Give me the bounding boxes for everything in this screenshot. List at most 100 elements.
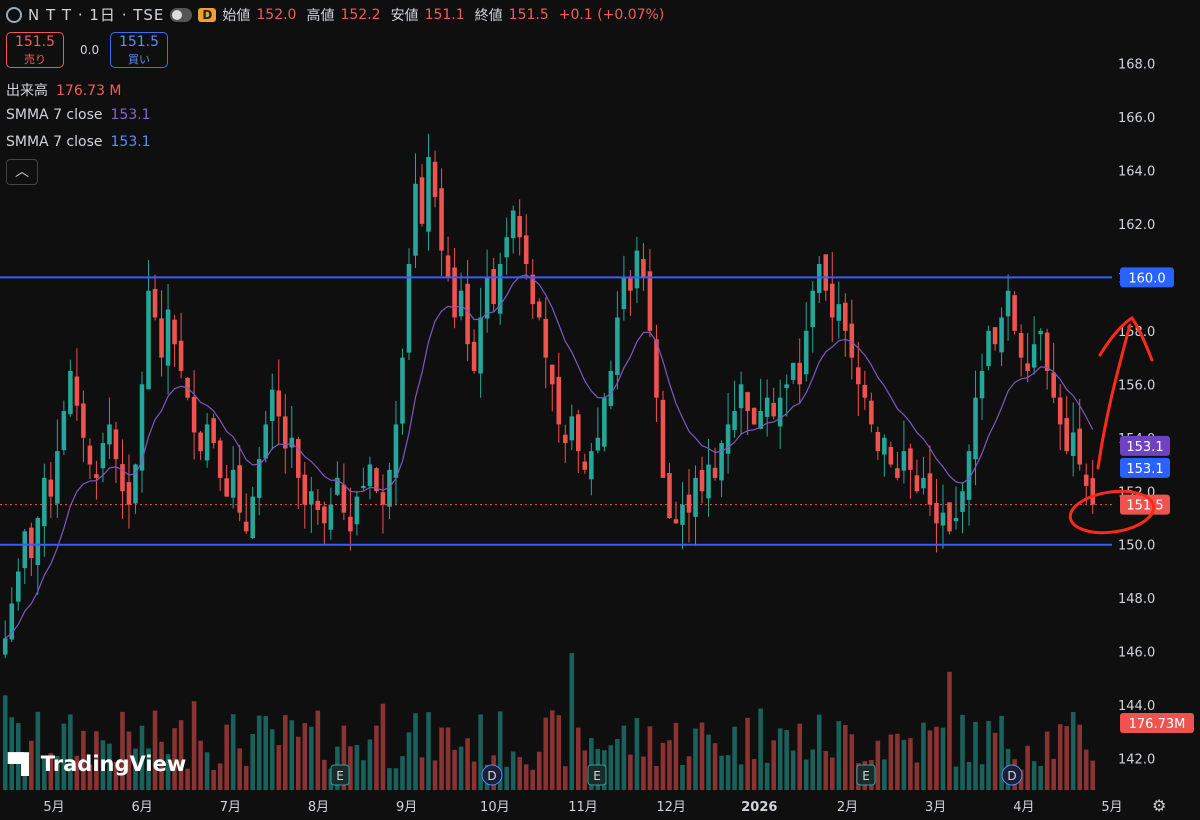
volume-bar <box>465 738 470 790</box>
candle-body <box>133 464 138 504</box>
chart-header: N T T · 1日 · TSE D 始値 152.0 高値 152.2 安値 151… <box>6 4 668 25</box>
volume-bar <box>282 715 288 790</box>
volume-bar <box>803 759 809 790</box>
candle-body <box>296 439 301 478</box>
buy-button[interactable]: 151.5 買い <box>110 32 168 68</box>
gear-icon[interactable]: ⚙ <box>1152 796 1167 815</box>
candle-body <box>712 467 718 478</box>
candle-body <box>439 188 444 251</box>
candle-body <box>341 484 347 513</box>
volume-label: 出来高 <box>6 83 48 99</box>
candle-body <box>289 437 295 448</box>
level-price-label: 160.0 <box>1128 271 1165 286</box>
candle-body <box>1018 333 1024 358</box>
volume-bar <box>250 733 255 790</box>
candle-body <box>504 237 509 258</box>
change-value: +0.1 (+0.07%) <box>558 6 665 23</box>
volume-bar <box>634 718 640 790</box>
x-tick-label: 5月 <box>1101 800 1122 815</box>
volume-bar <box>81 730 86 790</box>
smma-indicator-1[interactable]: SMMA 7 close 153.1 <box>6 107 151 123</box>
x-tick-label: 9月 <box>396 800 417 815</box>
volume-bar <box>543 717 549 790</box>
volume-bar <box>152 710 158 790</box>
volume-bar <box>243 765 249 790</box>
candle-body <box>471 341 477 371</box>
candle-body <box>582 461 588 470</box>
candle-body <box>354 496 360 525</box>
x-tick-label: 7月 <box>220 800 241 815</box>
volume-bar <box>823 751 829 790</box>
candle-body <box>159 318 164 358</box>
volume-bar <box>875 740 881 790</box>
candle-body <box>74 376 80 406</box>
smma2-value: 153.1 <box>110 134 151 150</box>
smma2-label: SMMA 7 close <box>6 134 103 150</box>
candle-body <box>523 235 529 264</box>
candle-body <box>178 340 184 371</box>
symbol-title[interactable]: N T T · 1日 · TSE <box>28 6 165 24</box>
candle-body <box>660 399 666 478</box>
volume-bar <box>673 722 679 790</box>
candle-body <box>374 468 379 492</box>
volume-bar <box>348 746 353 790</box>
volume-bar <box>576 727 581 790</box>
candle-body <box>517 216 522 238</box>
volume-bar <box>966 761 972 790</box>
volume-bar <box>256 715 262 790</box>
volume-bar <box>849 734 855 790</box>
candle-body <box>335 477 340 495</box>
smma1-price-tag <box>1120 435 1170 456</box>
volume-bar <box>2 695 8 790</box>
earnings-marker-icon <box>587 764 607 786</box>
volume-bar <box>296 736 301 790</box>
sell-button[interactable]: 151.5 売り <box>6 32 64 68</box>
volume-bar <box>953 766 959 790</box>
volume-bar <box>1025 745 1030 790</box>
candle-body <box>628 278 633 291</box>
candle-body <box>595 437 601 451</box>
candle-body <box>1012 295 1017 331</box>
x-tick-label: 11月 <box>568 800 598 815</box>
volume-bar <box>1077 724 1082 790</box>
candle-body <box>387 469 392 507</box>
event-marker-label: E <box>336 769 344 783</box>
volume-bar <box>843 724 848 790</box>
y-tick-label: 166.0 <box>1118 111 1155 126</box>
y-tick-label: 146.0 <box>1118 646 1155 661</box>
toggle-icon[interactable] <box>170 7 193 22</box>
volume-bar <box>732 726 737 790</box>
earnings-marker-icon <box>856 764 876 786</box>
volume-bar <box>563 766 568 790</box>
spread-value: 0.0 <box>80 43 100 57</box>
volume-bar <box>1044 731 1050 790</box>
candle-body <box>810 290 816 328</box>
candle-body <box>536 301 542 318</box>
volume-bar <box>628 754 633 790</box>
symbol-logo-icon[interactable] <box>6 6 22 23</box>
candle-body <box>113 429 119 460</box>
x-tick-label: 12月 <box>656 800 686 815</box>
x-tick-label: 2026 <box>741 800 777 815</box>
volume-bar <box>725 755 731 790</box>
candle-body <box>400 357 405 424</box>
volume-bar <box>927 730 933 790</box>
candle-body <box>999 317 1004 353</box>
candle-body <box>738 384 744 409</box>
candle-body <box>1064 418 1069 452</box>
event-marker-label: E <box>862 769 870 783</box>
candle-body <box>908 448 913 470</box>
volume-indicator[interactable]: 出来高 176.73 M <box>6 80 122 100</box>
collapse-legend-button[interactable]: ︿ <box>6 159 38 185</box>
volume-bar <box>836 721 842 790</box>
volume-bar <box>94 731 99 790</box>
volume-bar <box>165 754 171 790</box>
candle-body <box>426 157 431 232</box>
smma-indicator-2[interactable]: SMMA 7 close 153.1 <box>6 134 151 150</box>
candle-body <box>510 210 516 239</box>
candle-body <box>16 571 21 602</box>
volume-bar <box>107 743 112 790</box>
candle-body <box>966 451 972 500</box>
volume-bar <box>224 724 229 790</box>
